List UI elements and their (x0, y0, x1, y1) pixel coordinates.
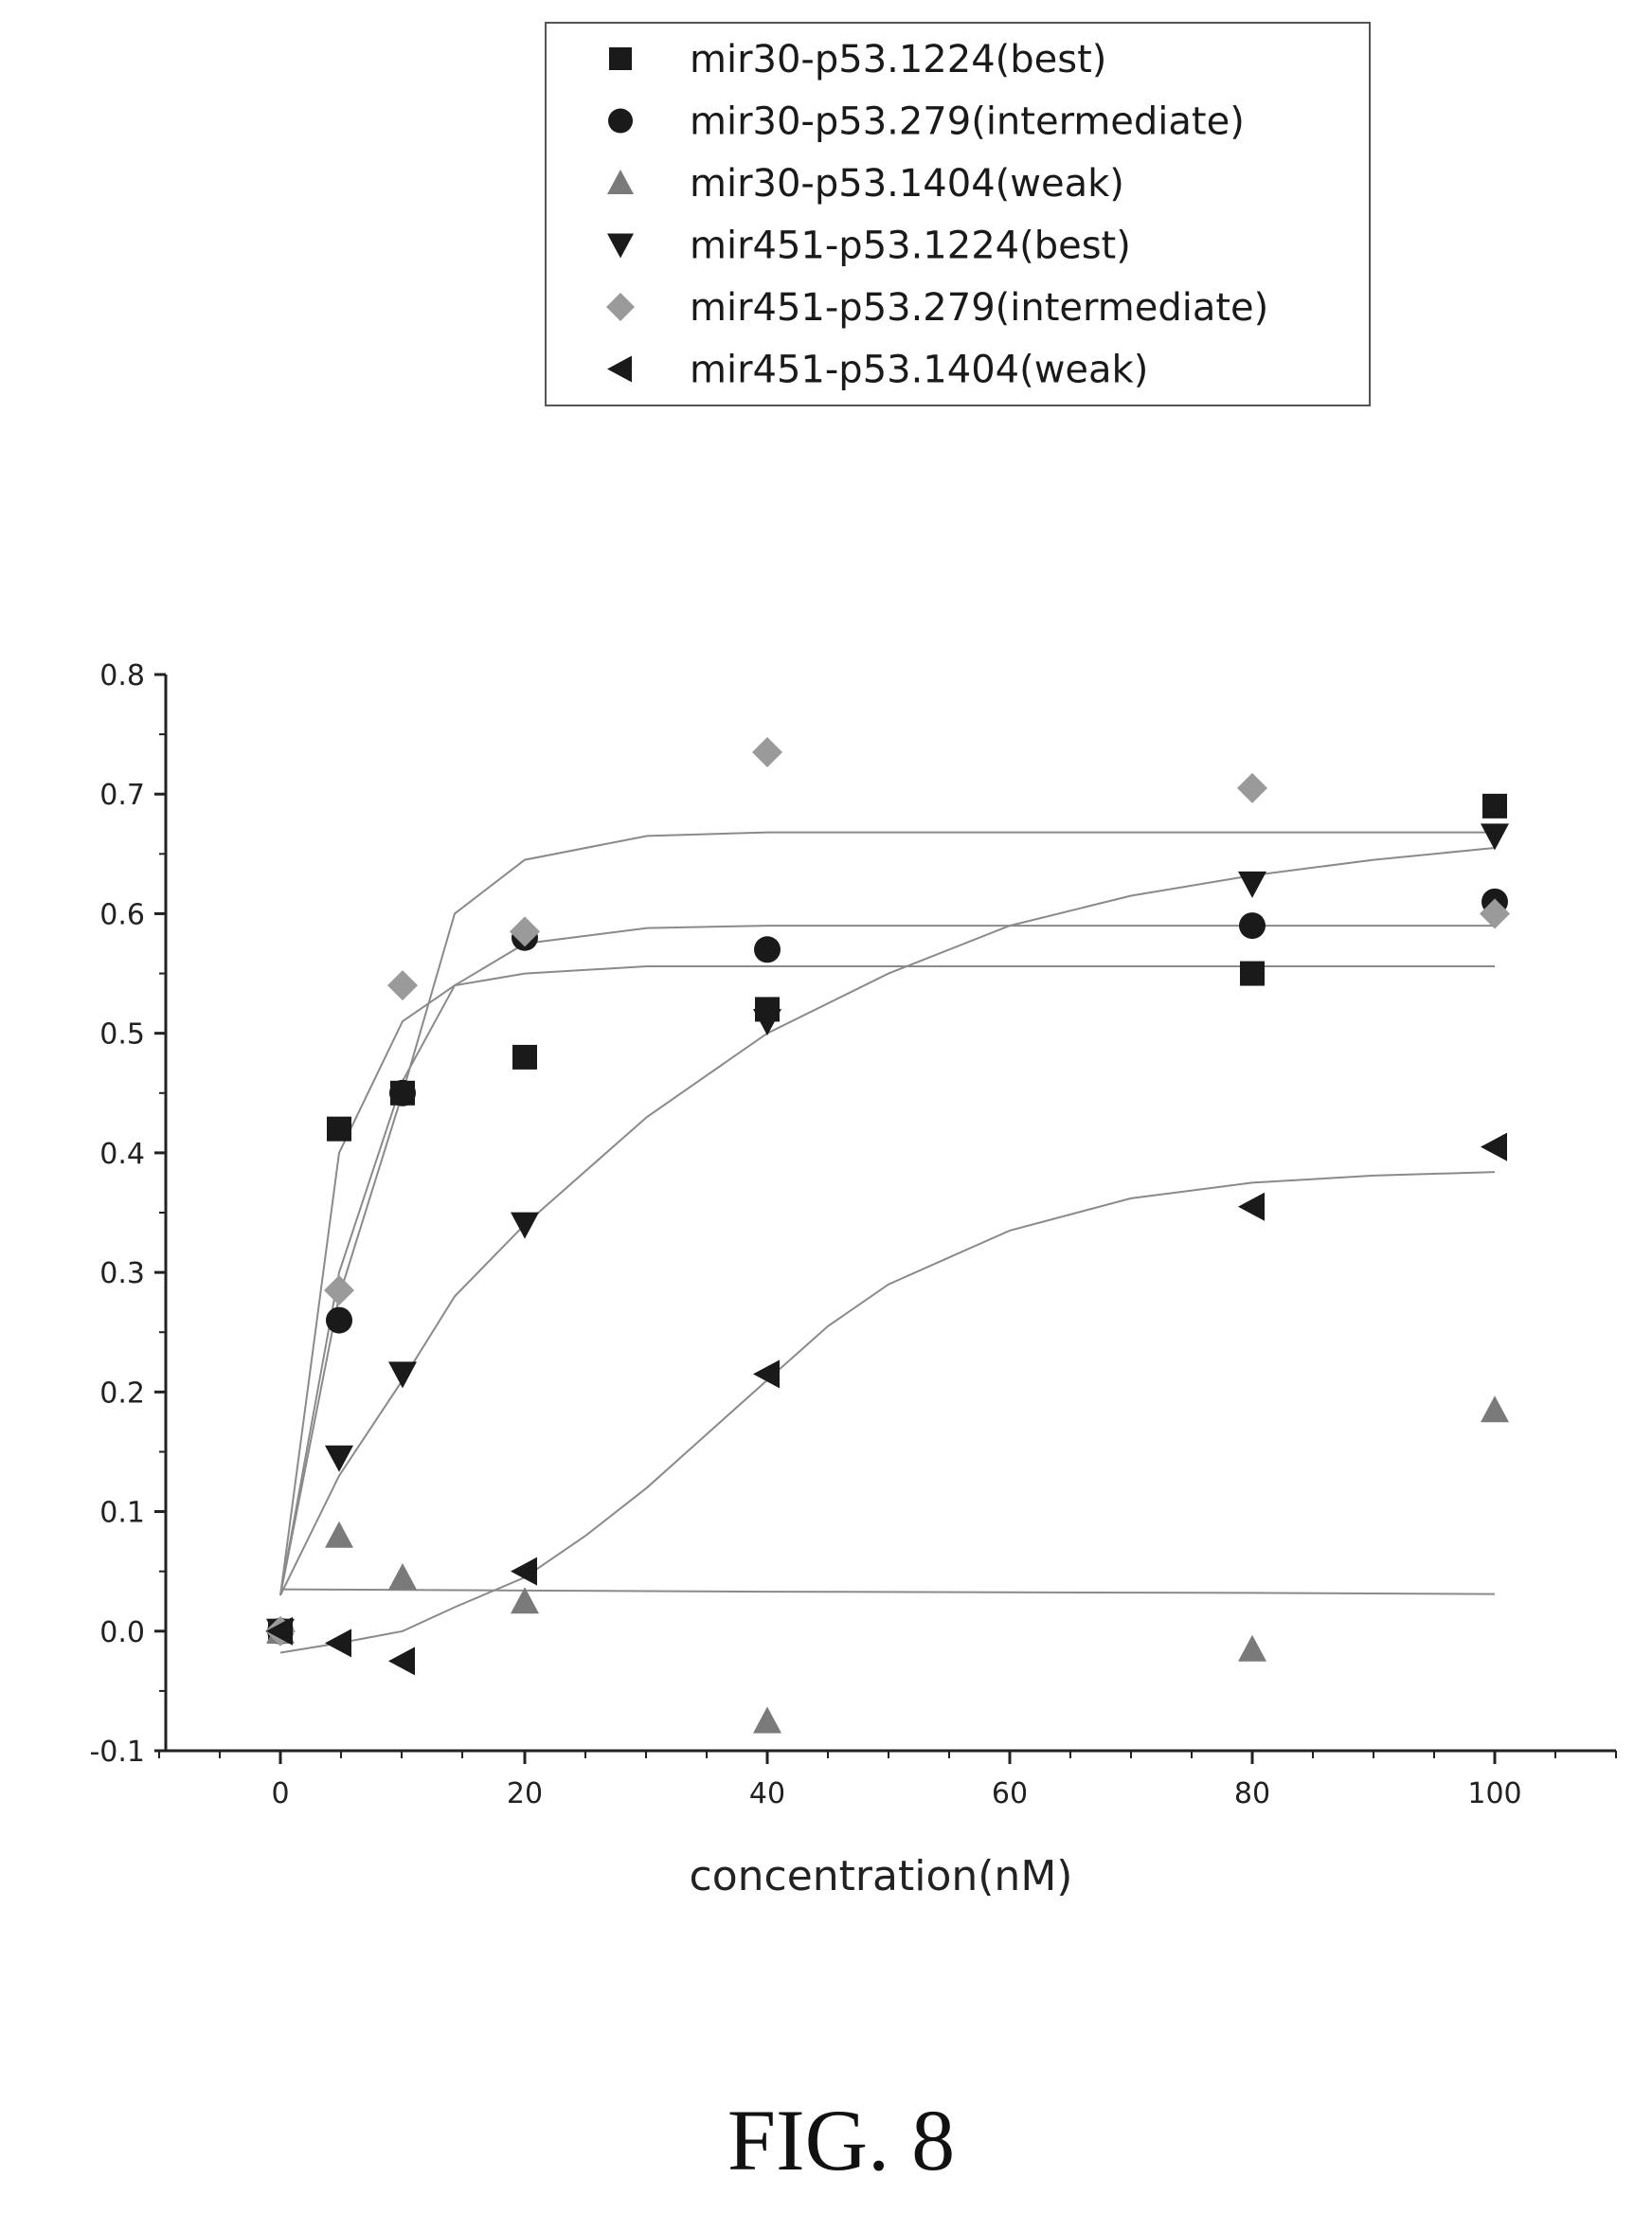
data-point (1481, 1395, 1509, 1423)
data-point (388, 1647, 415, 1676)
data-point (1238, 1192, 1265, 1221)
data-point (327, 1116, 351, 1142)
data-point (389, 1079, 416, 1107)
data-point (511, 1587, 539, 1614)
y-tick-label: 0.2 (99, 1377, 145, 1410)
figure-caption: FIG. 8 (727, 2092, 955, 2188)
data-point (753, 1009, 781, 1036)
data-point (511, 1212, 539, 1239)
legend-marker (606, 293, 635, 321)
data-point (1239, 912, 1266, 940)
fit-curve (279, 965, 1495, 1596)
data-point (1482, 793, 1507, 819)
legend-label: mir30-p53.1224(best) (690, 38, 1106, 81)
data-point (325, 1521, 353, 1548)
y-tick-label: 0.1 (99, 1497, 145, 1530)
legend-marker (608, 108, 633, 134)
y-tick-label: 0.0 (99, 1616, 145, 1649)
data-point (1238, 1634, 1266, 1662)
data-point (1481, 1132, 1507, 1161)
y-tick-label: 0.5 (99, 1018, 145, 1052)
legend-box (545, 22, 1371, 406)
data-point (1481, 823, 1509, 851)
fit-curve (279, 1588, 1496, 1595)
legend-label: mir30-p53.279(intermediate) (690, 100, 1245, 144)
legend-label: mir451-p53.1404(weak) (690, 349, 1148, 392)
fit-curve (279, 1171, 1496, 1654)
legend-marker (607, 170, 634, 194)
y-tick-label: 0.8 (99, 659, 145, 693)
fit-curve (279, 847, 1496, 1596)
y-tick-label: 0.3 (99, 1257, 145, 1290)
data-point (753, 1706, 781, 1734)
legend-label: mir451-p53.1224(best) (690, 225, 1131, 268)
x-tick-label: 80 (1234, 1777, 1270, 1810)
x-axis-title: concentration(nM) (690, 1852, 1073, 1900)
x-tick-label: 0 (271, 1777, 289, 1810)
x-tick-label: 20 (507, 1777, 543, 1810)
legend-label: mir451-p53.279(intermediate) (690, 286, 1268, 330)
legend-marker (609, 47, 632, 70)
data-point (1480, 898, 1510, 929)
y-tick-label: -0.1 (89, 1736, 145, 1769)
axes: -0.1 0.0 0.1 0.2 0.3 0.4 0.5 0.6 0.7 0.8 0 20 40 60 80… (89, 659, 1617, 1810)
data-points (265, 737, 1510, 1734)
y-tick-label: 0.4 (99, 1138, 145, 1171)
data-point (512, 1044, 537, 1070)
y-tick-label: 0.7 (99, 779, 145, 812)
data-point (388, 1562, 417, 1590)
x-tick-label: 100 (1467, 1777, 1521, 1810)
data-point (510, 916, 540, 947)
y-tick-label: 0.6 (99, 898, 145, 931)
data-point (511, 1557, 537, 1586)
data-point (325, 1629, 351, 1658)
data-point (266, 1616, 293, 1646)
data-point (1238, 871, 1266, 898)
data-point (754, 936, 781, 963)
x-tick-label: 60 (992, 1777, 1028, 1810)
fit-curve (279, 925, 1495, 1596)
legend-marker (607, 355, 632, 383)
legend-marker (607, 233, 634, 259)
data-point (325, 1445, 353, 1472)
data-point (388, 1361, 417, 1389)
fit-curve (279, 831, 1495, 1596)
data-point (1240, 961, 1265, 986)
data-point (326, 1306, 352, 1334)
legend: mir30-p53.1224(best) mir30-p53.279(interm… (545, 22, 1371, 406)
data-point (1237, 772, 1267, 803)
data-point (753, 1359, 780, 1389)
data-point (324, 1275, 354, 1306)
data-point (387, 970, 418, 1001)
x-tick-label: 40 (749, 1777, 785, 1810)
data-point (752, 737, 782, 768)
legend-label: mir30-p53.1404(weak) (690, 162, 1124, 206)
fit-curves (279, 831, 1496, 1654)
